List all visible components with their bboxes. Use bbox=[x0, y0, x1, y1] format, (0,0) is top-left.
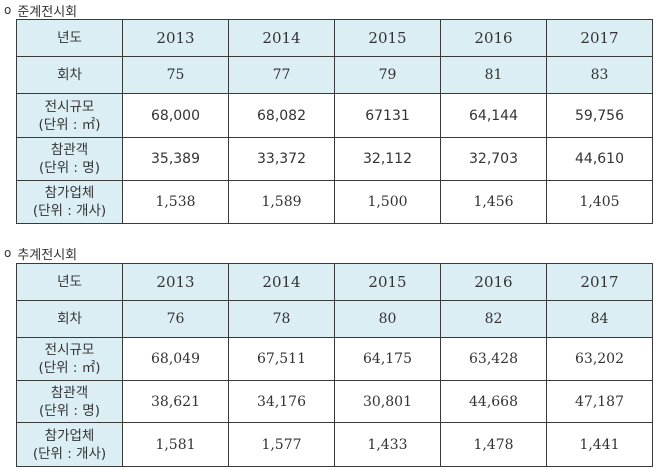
year-cell: 2014 bbox=[228, 263, 335, 301]
year-cell: 2015 bbox=[334, 19, 441, 57]
row-label-main: 전시규모 bbox=[44, 98, 95, 115]
row-label: 회차 bbox=[16, 56, 123, 94]
value-cell: 1,478 bbox=[440, 422, 547, 467]
value-cell: 1,456 bbox=[440, 180, 547, 224]
value-cell: 59,756 bbox=[546, 93, 653, 138]
value-cell: 68,082 bbox=[228, 93, 335, 138]
value-cell: 82 bbox=[440, 300, 547, 338]
row-label: 참가업체 (단위 : 개사) bbox=[16, 422, 123, 467]
row-label-unit: (단위 : 개사) bbox=[32, 445, 107, 462]
autumn-exhibition-table: 년도 2013 2014 2015 2016 2017 회차 76 78 80 … bbox=[16, 263, 653, 467]
value-cell: 63,202 bbox=[546, 337, 653, 381]
header-label: 년도 bbox=[16, 19, 123, 57]
section-title-text: 준계전시회 bbox=[17, 4, 78, 20]
table-row-years: 년도 2013 2014 2015 2016 2017 bbox=[16, 263, 653, 301]
value-cell: 34,176 bbox=[228, 380, 335, 423]
value-cell: 68,000 bbox=[122, 93, 229, 138]
row-label: 참가업체 (단위 : 개사) bbox=[16, 180, 123, 224]
table-row-round: 회차 75 77 79 81 83 bbox=[16, 56, 653, 94]
value-cell: 44,668 bbox=[440, 380, 547, 423]
year-cell: 2017 bbox=[546, 19, 653, 57]
table-row-area: 전시규모 (단위 : ㎡) 68,000 68,082 67131 64,144… bbox=[16, 93, 653, 138]
table-row-area: 전시규모 (단위 : ㎡) 68,049 67,511 64,175 63,42… bbox=[16, 337, 653, 381]
row-label-unit: (단위 : ㎡) bbox=[38, 360, 101, 376]
table-row-exhibitors: 참가업체 (단위 : 개사) 1,538 1,589 1,500 1,456 1… bbox=[16, 180, 653, 224]
table-row-exhibitors: 참가업체 (단위 : 개사) 1,581 1,577 1,433 1,478 1… bbox=[16, 422, 653, 467]
value-cell: 80 bbox=[334, 300, 441, 338]
value-cell: 77 bbox=[228, 56, 335, 94]
value-cell: 30,801 bbox=[334, 380, 441, 423]
bullet: o bbox=[4, 3, 12, 17]
row-label-main: 참가업체 bbox=[44, 427, 95, 444]
row-label-unit: (단위 : 명) bbox=[39, 402, 100, 419]
value-cell: 1,500 bbox=[334, 180, 441, 224]
value-cell: 76 bbox=[122, 300, 229, 338]
value-cell: 38,621 bbox=[122, 380, 229, 423]
value-cell: 33,372 bbox=[228, 137, 335, 181]
value-cell: 64,175 bbox=[334, 337, 441, 381]
value-cell: 64,144 bbox=[440, 93, 547, 138]
year-cell: 2016 bbox=[440, 263, 547, 301]
value-cell: 81 bbox=[440, 56, 547, 94]
year-cell: 2013 bbox=[122, 19, 229, 57]
value-cell: 75 bbox=[122, 56, 229, 94]
section-title-spring: o 준계전시회 bbox=[4, 2, 78, 20]
year-cell: 2015 bbox=[334, 263, 441, 301]
value-cell: 79 bbox=[334, 56, 441, 94]
table-row-years: 년도 2013 2014 2015 2016 2017 bbox=[16, 19, 653, 57]
row-label: 전시규모 (단위 : ㎡) bbox=[16, 93, 123, 138]
value-cell: 78 bbox=[228, 300, 335, 338]
value-cell: 32,112 bbox=[334, 137, 441, 181]
row-label: 참관객 (단위 : 명) bbox=[16, 137, 123, 181]
value-cell: 35,389 bbox=[122, 137, 229, 181]
row-label-unit: (단위 : 명) bbox=[39, 160, 100, 176]
value-cell: 1,581 bbox=[122, 422, 229, 467]
row-label: 회차 bbox=[16, 300, 123, 338]
row-label-main: 전시규모 bbox=[44, 342, 95, 358]
section-title-text: 추계전시회 bbox=[17, 247, 78, 263]
value-cell: 68,049 bbox=[122, 337, 229, 381]
table-row-visitors: 참관객 (단위 : 명) 38,621 34,176 30,801 44,668… bbox=[16, 380, 653, 423]
value-cell: 63,428 bbox=[440, 337, 547, 381]
value-cell: 44,610 bbox=[546, 137, 653, 181]
value-cell: 83 bbox=[546, 56, 653, 94]
header-label: 년도 bbox=[16, 263, 123, 301]
value-cell: 67131 bbox=[334, 93, 441, 138]
section-title-autumn: o 추계전시회 bbox=[4, 245, 78, 263]
row-label-unit: (단위 : 개사) bbox=[32, 203, 107, 219]
value-cell: 1,538 bbox=[122, 180, 229, 224]
value-cell: 32,703 bbox=[440, 137, 547, 181]
value-cell: 47,187 bbox=[546, 380, 653, 423]
row-label: 전시규모 (단위 : ㎡) bbox=[16, 337, 123, 381]
year-cell: 2014 bbox=[228, 19, 335, 57]
value-cell: 1,405 bbox=[546, 180, 653, 224]
row-label: 참관객 (단위 : 명) bbox=[16, 380, 123, 423]
value-cell: 1,441 bbox=[546, 422, 653, 467]
value-cell: 1,577 bbox=[228, 422, 335, 467]
row-label-main: 참관객 bbox=[50, 142, 89, 158]
table-row-visitors: 참관객 (단위 : 명) 35,389 33,372 32,112 32,703… bbox=[16, 137, 653, 181]
row-label-unit: (단위 : ㎡) bbox=[38, 116, 101, 133]
value-cell: 67,511 bbox=[228, 337, 335, 381]
row-label-main: 참관객 bbox=[50, 384, 89, 401]
table-row-round: 회차 76 78 80 82 84 bbox=[16, 300, 653, 338]
bullet: o bbox=[4, 246, 12, 260]
spring-exhibition-table: 년도 2013 2014 2015 2016 2017 회차 75 77 79 … bbox=[16, 19, 653, 224]
row-label-main: 참가업체 bbox=[44, 185, 95, 201]
value-cell: 1,433 bbox=[334, 422, 441, 467]
value-cell: 1,589 bbox=[228, 180, 335, 224]
year-cell: 2016 bbox=[440, 19, 547, 57]
year-cell: 2013 bbox=[122, 263, 229, 301]
year-cell: 2017 bbox=[546, 263, 653, 301]
value-cell: 84 bbox=[546, 300, 653, 338]
